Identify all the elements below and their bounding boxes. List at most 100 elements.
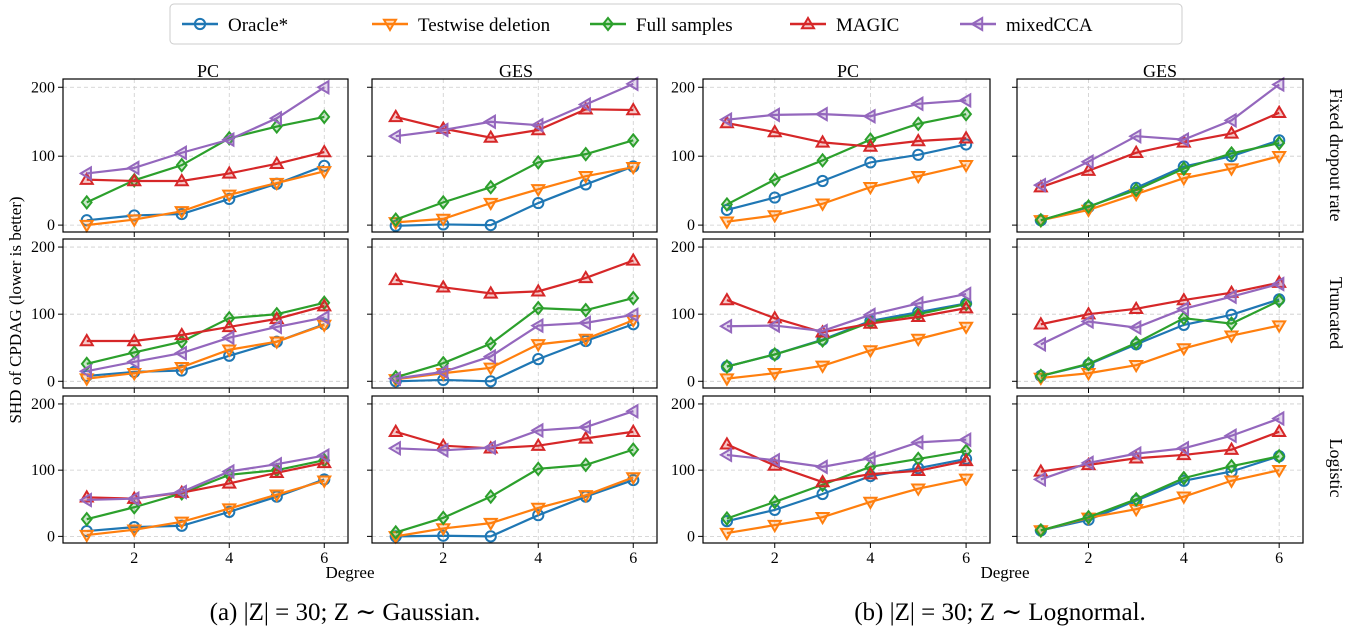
x-axis-label-a: Degree [325,563,374,582]
axes-frame [62,395,349,544]
data-point [625,423,641,437]
panel-b-ges-fixed-dropout-rate [1012,76,1304,237]
data-point [1177,160,1190,177]
data-point [1271,104,1287,118]
series-line [395,313,634,380]
data-point [910,462,926,477]
data-point [1223,163,1240,177]
data-point [718,447,733,463]
series-line [395,479,634,538]
series-line [1040,111,1280,189]
series-line [726,443,967,484]
data-point [316,79,330,96]
series-mixedcca [387,76,639,144]
row-title-fixed: Fixed dropout rate [1326,89,1346,222]
data-point [1273,134,1286,147]
data-point [126,160,140,176]
data-point [862,450,876,466]
data-point [910,308,926,323]
caption-a: (a) |Z| = 30; Z ∼ Gaussian. [210,599,481,626]
y-tick-label: 0 [47,528,55,545]
series-testwise-deletion [79,475,332,544]
column-title-pc-b: PC [837,61,859,81]
data-point [814,360,831,374]
plot-area [1017,79,1303,232]
data-point [174,361,190,376]
data-point [1130,491,1143,507]
data-point [1080,153,1094,170]
data-point [627,442,640,458]
panel-b-pc-logistic: 2 4 6 0 100 200 [671,395,991,567]
series-line [86,479,325,537]
data-point [718,318,733,335]
legend-label: Oracle* [228,15,288,36]
y-tick-label: 200 [31,239,55,256]
data-point [78,363,92,379]
y-tick-label: 100 [31,462,55,479]
data-point [625,162,641,176]
triangle-up-marker-icon [800,16,816,30]
data-point [388,108,404,123]
legend-item-mixedcca: mixedCCA [960,15,1093,36]
data-point [484,219,497,232]
data-point [578,170,594,185]
data-point [484,336,497,352]
series-mixedcca [387,403,639,459]
data-point [718,111,733,128]
data-point [1176,343,1192,357]
series-line [395,82,634,138]
series-oracle- [720,138,973,217]
data-point [221,165,237,179]
data-point [1223,330,1240,344]
series-mixedcca [718,431,972,475]
plot-area [1017,239,1303,388]
data-point [1225,308,1238,321]
data-point [1225,145,1238,162]
panel-a-ges-truncated [367,238,658,393]
series-magic [388,252,641,299]
data-point [1080,162,1097,176]
data-point [174,173,190,187]
series-line [1040,455,1280,532]
y-tick-label: 200 [671,396,695,413]
axes-frame [62,238,349,389]
data-point [1128,319,1142,336]
plot-area [1017,396,1303,543]
data-point [1271,276,1285,292]
data-point [1223,441,1240,455]
x-tick-label: 6 [320,550,328,567]
data-point [767,124,783,138]
data-point [174,516,190,530]
data-point [79,219,95,234]
y-tick-label: 100 [671,462,695,479]
data-point [960,106,973,122]
data-point [318,109,331,125]
data-point [1130,335,1143,351]
data-point [767,210,783,224]
series-line [726,122,967,148]
row-title-logistic: Logistic [1326,439,1346,498]
data-point [435,213,451,227]
panel-b-ges-truncated [1012,238,1304,393]
data-point [1032,336,1047,353]
data-point [578,490,594,504]
data-point [316,166,332,180]
axes-frame [371,78,658,233]
data-point [1128,128,1142,144]
series-line [1040,299,1280,377]
plot-area [372,79,657,232]
data-point [175,364,188,377]
data-point [530,117,544,133]
series-line [86,478,325,533]
data-point [862,466,879,480]
data-point [532,300,545,316]
data-point [814,134,831,148]
axes-frame [1016,238,1304,389]
data-point [126,524,142,538]
plot-area [63,79,348,232]
data-point [766,452,780,468]
series-line [86,305,325,343]
data-point [1271,410,1285,427]
series-line [1040,324,1280,380]
